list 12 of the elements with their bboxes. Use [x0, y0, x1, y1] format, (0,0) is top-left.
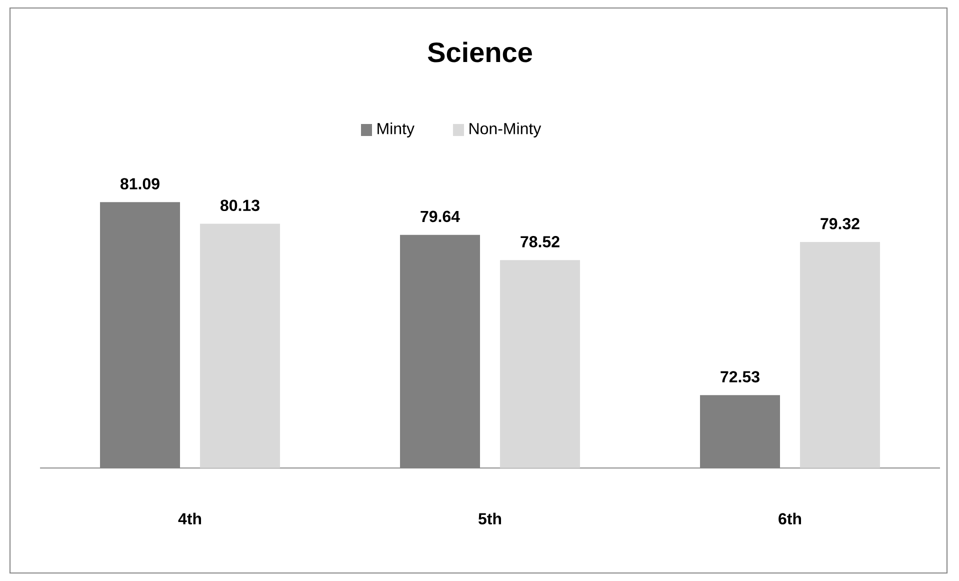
- text: Science: [428, 42, 532, 62]
- data-label: 79.64: [420, 210, 460, 222]
- data-label: 79.32: [820, 218, 860, 230]
- x-tick-label: 6th: [778, 512, 802, 524]
- data-label: 80.13: [220, 200, 260, 212]
- legend-label: Non-Minty: [470, 122, 542, 138]
- x-tick-label: 4th: [178, 512, 202, 524]
- data-label: 81.09: [120, 178, 160, 190]
- data-label: 78.52: [520, 236, 560, 248]
- legend-label: Minty: [378, 122, 414, 138]
- data-label: 72.53: [720, 371, 760, 382]
- x-tick-label: 5th: [478, 512, 502, 524]
